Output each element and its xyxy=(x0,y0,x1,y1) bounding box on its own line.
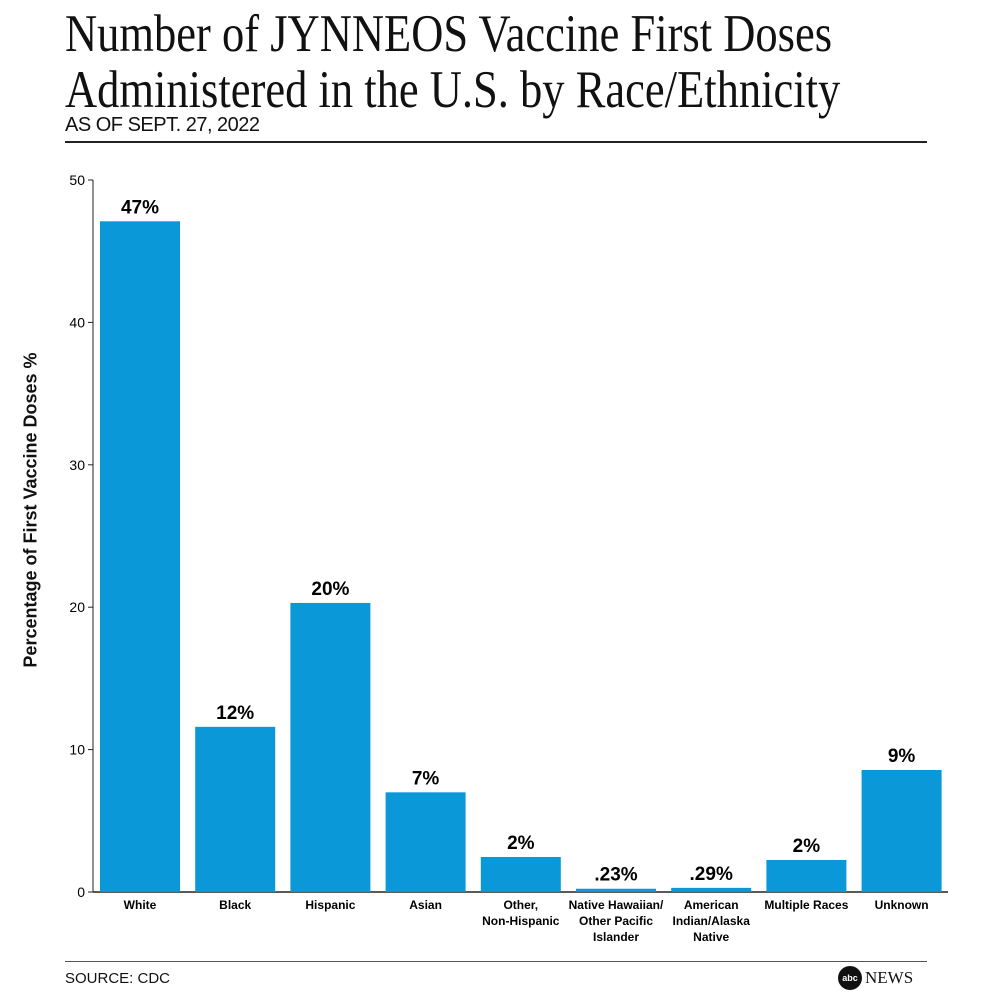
x-tick-label: Islander xyxy=(593,930,639,944)
x-tick-label: Native xyxy=(693,930,729,944)
y-tick-label: 50 xyxy=(69,172,85,188)
y-tick-label: 40 xyxy=(69,314,85,330)
x-tick-label: Non-Hispanic xyxy=(482,914,560,928)
chart-title: Number of JYNNEOS Vaccine First Doses Ad… xyxy=(65,6,939,118)
bottom-divider xyxy=(65,961,927,962)
bar xyxy=(290,602,371,892)
bar xyxy=(195,726,276,892)
bar-value-label: 47% xyxy=(121,197,159,218)
x-tick-label: Black xyxy=(219,898,251,912)
x-tick-label: Other Pacific xyxy=(579,914,653,928)
subtitle: AS OF SEPT. 27, 2022 xyxy=(65,114,260,136)
abc-news-logo: abc NEWS xyxy=(838,966,913,990)
bar xyxy=(861,769,942,892)
x-tick-label: White xyxy=(124,898,157,912)
y-tick-label: 20 xyxy=(69,599,85,615)
x-tick-label: Native Hawaiian/ xyxy=(569,898,664,912)
bar-value-label: .29% xyxy=(690,864,733,885)
x-tick-label: Hispanic xyxy=(305,898,355,912)
bar xyxy=(100,221,180,892)
x-tick-label: Multiple Races xyxy=(764,898,848,912)
bar xyxy=(576,888,656,892)
bar xyxy=(385,792,466,892)
top-divider xyxy=(65,141,927,143)
x-tick-label: Unknown xyxy=(875,898,929,912)
bar xyxy=(480,856,561,892)
bar-value-label: 12% xyxy=(216,703,254,724)
abc-logo-circle: abc xyxy=(838,966,862,990)
title-line-2: Administered in the U.S. by Race/Ethnici… xyxy=(65,61,841,119)
bar-value-label: 9% xyxy=(888,746,916,767)
y-tick-label: 30 xyxy=(69,457,85,473)
bar-value-label: 7% xyxy=(412,768,440,789)
x-tick-label: Asian xyxy=(409,898,442,912)
bar-value-label: 20% xyxy=(311,579,349,600)
bar-value-label: 2% xyxy=(507,833,535,854)
bar-value-label: .23% xyxy=(594,865,637,886)
bar-value-label: 2% xyxy=(793,836,821,857)
y-tick-label: 10 xyxy=(69,742,85,758)
x-tick-label: American xyxy=(684,898,739,912)
bar xyxy=(671,887,752,892)
y-tick-label: 0 xyxy=(77,884,85,900)
title-line-1: Number of JYNNEOS Vaccine First Doses xyxy=(65,5,833,63)
news-wordmark: NEWS xyxy=(865,968,914,987)
x-tick-label: Other, xyxy=(503,898,538,912)
bar xyxy=(766,859,847,892)
x-tick-label: Indian/Alaska xyxy=(673,914,751,928)
source-note: SOURCE: CDC xyxy=(65,970,171,987)
